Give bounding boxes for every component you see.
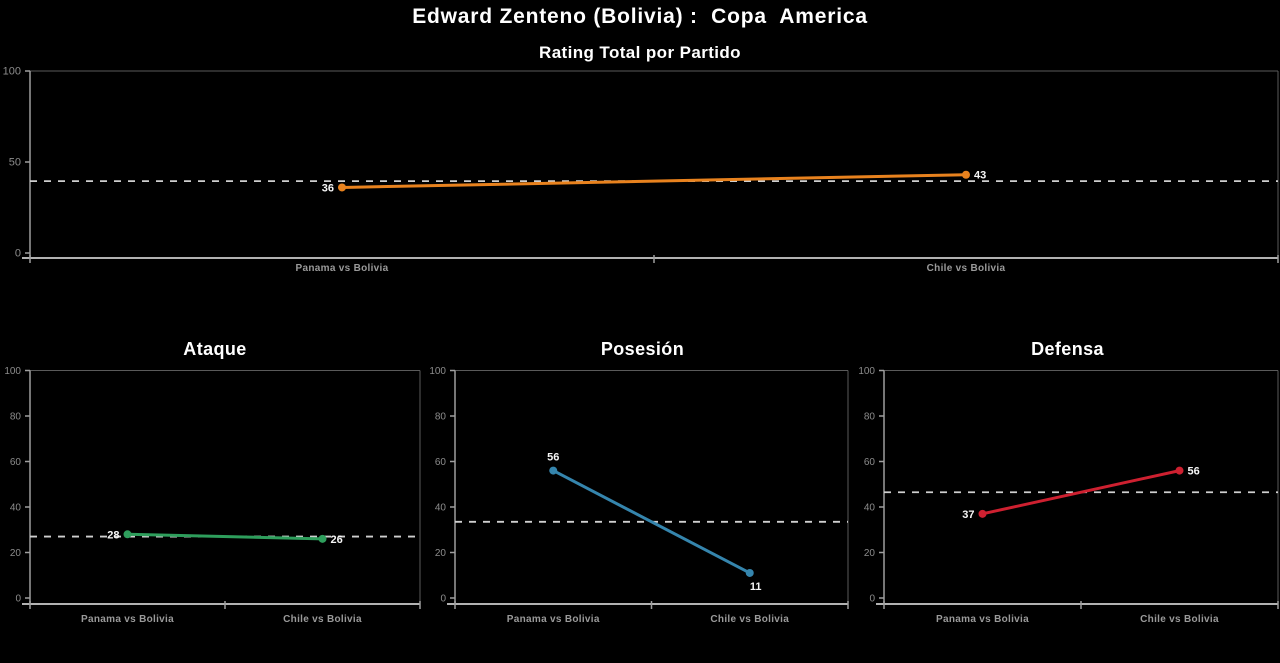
y-tick-label: 40 bbox=[864, 503, 876, 514]
category-label: Panama vs Bolivia bbox=[936, 614, 1029, 625]
category-label: Chile vs Bolivia bbox=[1140, 614, 1219, 625]
data-point-marker[interactable] bbox=[745, 568, 754, 577]
category-label: Chile vs Bolivia bbox=[710, 614, 789, 625]
category-label: Chile vs Bolivia bbox=[283, 614, 362, 625]
y-tick-label: 20 bbox=[435, 548, 447, 559]
y-tick-label: 50 bbox=[9, 157, 21, 169]
y-tick-label: 100 bbox=[858, 366, 875, 377]
y-tick-label: 100 bbox=[430, 366, 446, 377]
data-point-marker[interactable] bbox=[318, 534, 327, 543]
y-tick-label: 0 bbox=[869, 594, 875, 605]
value-label: 56 bbox=[1188, 466, 1200, 478]
y-tick-label: 20 bbox=[10, 548, 22, 559]
y-tick-label: 40 bbox=[10, 503, 22, 514]
y-tick-label: 80 bbox=[435, 412, 447, 423]
category-label: Chile vs Bolivia bbox=[927, 263, 1006, 274]
category-label: Panama vs Bolivia bbox=[81, 614, 174, 625]
y-tick-label: 0 bbox=[15, 248, 21, 260]
data-point-marker[interactable] bbox=[1175, 466, 1184, 475]
value-label: 56 bbox=[547, 452, 559, 464]
data-line bbox=[552, 469, 751, 575]
y-tick-label: 100 bbox=[3, 66, 21, 78]
data-line bbox=[982, 469, 1180, 516]
value-label: 11 bbox=[750, 581, 762, 593]
y-tick-label: 80 bbox=[10, 412, 22, 423]
y-tick-label: 40 bbox=[435, 503, 447, 514]
chart-ataque: 0 20 40 60 80 100 28 26 Panama vs Bolivia Chile v… bbox=[4, 366, 421, 625]
value-label: 26 bbox=[331, 534, 343, 546]
chart-title-ataque: Ataque bbox=[183, 339, 247, 359]
category-label: Panama vs Bolivia bbox=[507, 614, 600, 625]
y-tick-label: 60 bbox=[864, 457, 876, 468]
y-tick-label: 100 bbox=[4, 366, 21, 377]
chart-defensa: 0 20 40 60 80 100 37 56 Panama vs Bolivia Chile v… bbox=[858, 366, 1279, 625]
data-line bbox=[341, 173, 967, 189]
chart-title-posesion: Posesión bbox=[600, 339, 685, 359]
data-point-marker[interactable] bbox=[962, 170, 970, 179]
y-tick-label: 80 bbox=[864, 412, 876, 423]
data-point-marker[interactable] bbox=[338, 183, 346, 192]
data-point-marker[interactable] bbox=[549, 466, 558, 475]
chart-posesion: 0 20 40 60 80 100 56 11 Panama vs Bolivia Chile v… bbox=[430, 366, 849, 625]
category-label: Panama vs Bolivia bbox=[296, 263, 389, 274]
value-label: 36 bbox=[322, 182, 334, 194]
value-label: 28 bbox=[107, 529, 119, 541]
chart-title-defensa: Defensa bbox=[1031, 339, 1104, 359]
data-line bbox=[127, 532, 323, 541]
y-tick-label: 60 bbox=[10, 457, 22, 468]
data-point-marker[interactable] bbox=[978, 509, 987, 518]
page-title: Edward Zenteno (Bolivia) : Copa America bbox=[412, 5, 868, 28]
chart-title-rating-total: Rating Total por Partido bbox=[539, 43, 741, 62]
y-tick-label: 60 bbox=[435, 457, 447, 468]
y-tick-label: 0 bbox=[15, 594, 21, 605]
y-tick-label: 20 bbox=[864, 548, 876, 559]
value-label: 43 bbox=[974, 170, 986, 182]
y-tick-label: 0 bbox=[440, 594, 446, 605]
value-label: 37 bbox=[962, 509, 974, 521]
chart-rating-total: 0 50 100 36 43 Panama vs Bolivia Chile vs Boli… bbox=[3, 66, 1279, 274]
data-point-marker[interactable] bbox=[123, 530, 132, 539]
